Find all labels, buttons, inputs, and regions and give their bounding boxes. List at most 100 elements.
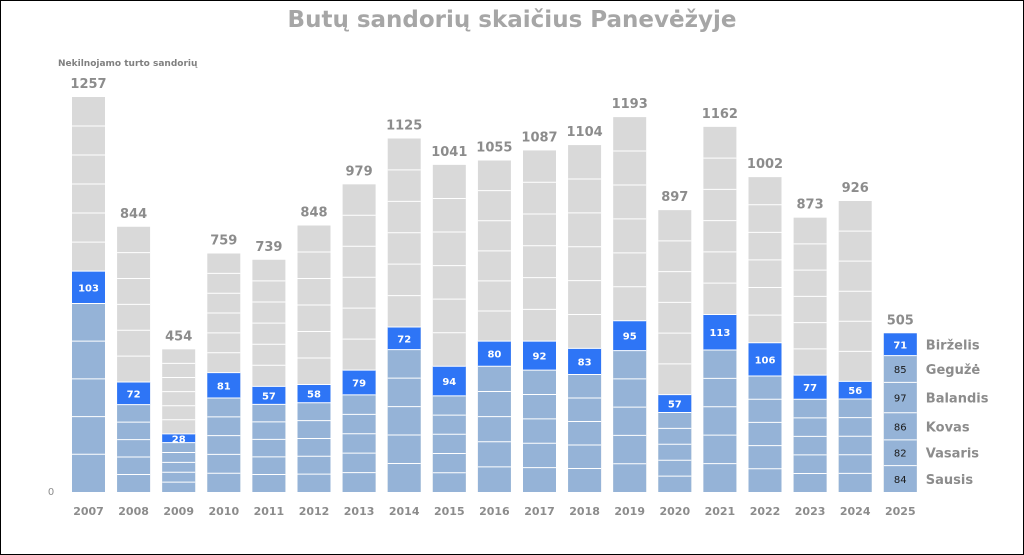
bar-june-2007 xyxy=(72,271,105,304)
legend-month-balandis: Balandis xyxy=(926,392,989,407)
x-tick-label-2011: 2011 xyxy=(254,505,285,518)
june-value-label-2016: 80 xyxy=(487,350,501,361)
total-value-label-2007: 1257 xyxy=(70,77,106,92)
bar-june-2018 xyxy=(568,348,602,375)
june-value-label-2014: 72 xyxy=(397,334,411,345)
bar-jan-may-2025 xyxy=(883,355,917,492)
x-tick-label-2010: 2010 xyxy=(208,505,239,518)
june-value-label-2015: 94 xyxy=(442,377,456,388)
bar-june-2009 xyxy=(162,433,196,443)
x-tick-label-2007: 2007 xyxy=(73,505,104,518)
bar-jan-may-2015 xyxy=(432,395,466,492)
bar-jan-may-2019 xyxy=(613,350,647,492)
x-tick-label-2018: 2018 xyxy=(569,505,600,518)
bar-june-2010 xyxy=(207,372,241,399)
june-value-label-2021: 113 xyxy=(709,328,730,339)
total-value-label-2022: 1002 xyxy=(747,157,783,172)
x-tick-label-2012: 2012 xyxy=(299,505,330,518)
bar-june-2013 xyxy=(342,370,376,395)
total-value-label-2009: 454 xyxy=(165,329,192,344)
month-value-label-balandis: 97 xyxy=(894,394,907,405)
june-value-label-2012: 58 xyxy=(307,390,321,401)
total-value-label-2008: 844 xyxy=(120,207,147,222)
month-value-label-gegužė: 85 xyxy=(894,365,907,376)
x-tick-label-2013: 2013 xyxy=(344,505,375,518)
june-value-label-2024: 56 xyxy=(848,386,862,397)
bar-jan-may-2017 xyxy=(523,370,556,492)
x-tick-label-2008: 2008 xyxy=(118,505,149,518)
bar-june-2025 xyxy=(883,333,917,356)
total-value-label-2012: 848 xyxy=(300,206,327,221)
bar-jan-may-2018 xyxy=(568,374,602,492)
bar-june-2021 xyxy=(703,314,737,350)
x-tick-label-2025: 2025 xyxy=(885,505,916,518)
chart-title: Butų sandorių skaičius Panevėžyje xyxy=(287,7,737,33)
month-value-label-sausis: 84 xyxy=(894,475,907,486)
june-value-label-2007: 103 xyxy=(78,283,99,294)
bar-june-2011 xyxy=(252,386,286,405)
bar-jan-may-2010 xyxy=(207,398,241,492)
bar-june-2019 xyxy=(613,320,647,351)
x-tick-label-2009: 2009 xyxy=(163,505,194,518)
x-tick-label-2016: 2016 xyxy=(479,505,510,518)
total-value-label-2015: 1041 xyxy=(431,145,467,160)
june-value-label-2009: 28 xyxy=(172,434,186,445)
x-tick-label-2017: 2017 xyxy=(524,505,555,518)
bar-june-2012 xyxy=(297,384,331,403)
june-value-label-2018: 83 xyxy=(578,357,592,368)
x-tick-label-2022: 2022 xyxy=(750,505,781,518)
legend-month-vasaris: Vasaris xyxy=(926,447,980,462)
bar-jan-may-2021 xyxy=(703,349,737,492)
bar-june-2023 xyxy=(793,375,827,400)
x-tick-label-2015: 2015 xyxy=(434,505,465,518)
x-tick-label-2024: 2024 xyxy=(840,505,871,518)
bar-jan-may-2011 xyxy=(252,404,286,492)
total-value-label-2017: 1087 xyxy=(521,130,557,145)
total-value-label-2013: 979 xyxy=(346,164,373,179)
june-value-label-2013: 79 xyxy=(352,378,366,389)
bar-jan-may-2013 xyxy=(342,394,376,492)
june-value-label-2022: 106 xyxy=(755,355,776,366)
total-value-label-2025: 505 xyxy=(887,313,914,328)
bar-jan-may-2016 xyxy=(477,366,511,492)
bar-jan-may-2012 xyxy=(297,402,331,492)
bar-jan-may-2008 xyxy=(117,404,151,492)
june-value-label-2010: 81 xyxy=(217,381,231,392)
total-value-label-2016: 1055 xyxy=(476,140,512,155)
june-value-label-2011: 57 xyxy=(262,391,276,402)
legend-month-gegužė: Gegužė xyxy=(926,363,981,378)
bar-june-2015 xyxy=(432,366,466,396)
june-value-label-2019: 95 xyxy=(623,332,637,343)
bar-june-2016 xyxy=(477,341,511,367)
bar-jan-may-2014 xyxy=(387,349,421,492)
legend-month-kovas: Kovas xyxy=(926,420,970,435)
bar-jan-may-2020 xyxy=(658,412,692,492)
june-value-label-2008: 72 xyxy=(127,389,141,400)
y-axis-title: Nekilnojamo turto sandorių xyxy=(58,59,198,69)
legend-month-sausis: Sausis xyxy=(926,473,974,488)
month-value-label-kovas: 86 xyxy=(894,422,907,433)
total-value-label-2023: 873 xyxy=(797,198,824,213)
bar-june-2014 xyxy=(387,327,421,350)
bar-jan-may-2007 xyxy=(72,303,105,492)
total-value-label-2020: 897 xyxy=(661,190,688,205)
bar-jan-may-2022 xyxy=(748,376,782,492)
total-value-label-2014: 1125 xyxy=(386,118,422,133)
month-value-label-vasaris: 82 xyxy=(894,449,907,460)
total-value-label-2018: 1104 xyxy=(567,125,603,140)
x-tick-label-2021: 2021 xyxy=(705,505,736,518)
bar-june-2022 xyxy=(748,342,782,377)
legend-month-birželis: Birželis xyxy=(926,338,980,353)
bar-june-2020 xyxy=(658,394,692,413)
bar-june-2017 xyxy=(523,341,556,371)
bar-jan-may-2009 xyxy=(162,442,196,492)
total-value-label-2024: 926 xyxy=(842,181,869,196)
x-tick-label-2020: 2020 xyxy=(659,505,690,518)
june-value-label-2020: 57 xyxy=(668,400,682,411)
bar-jan-may-2023 xyxy=(793,399,827,492)
x-tick-label-2023: 2023 xyxy=(795,505,826,518)
june-value-label-2025: 71 xyxy=(893,340,907,351)
y-zero-label: 0 xyxy=(48,487,54,498)
